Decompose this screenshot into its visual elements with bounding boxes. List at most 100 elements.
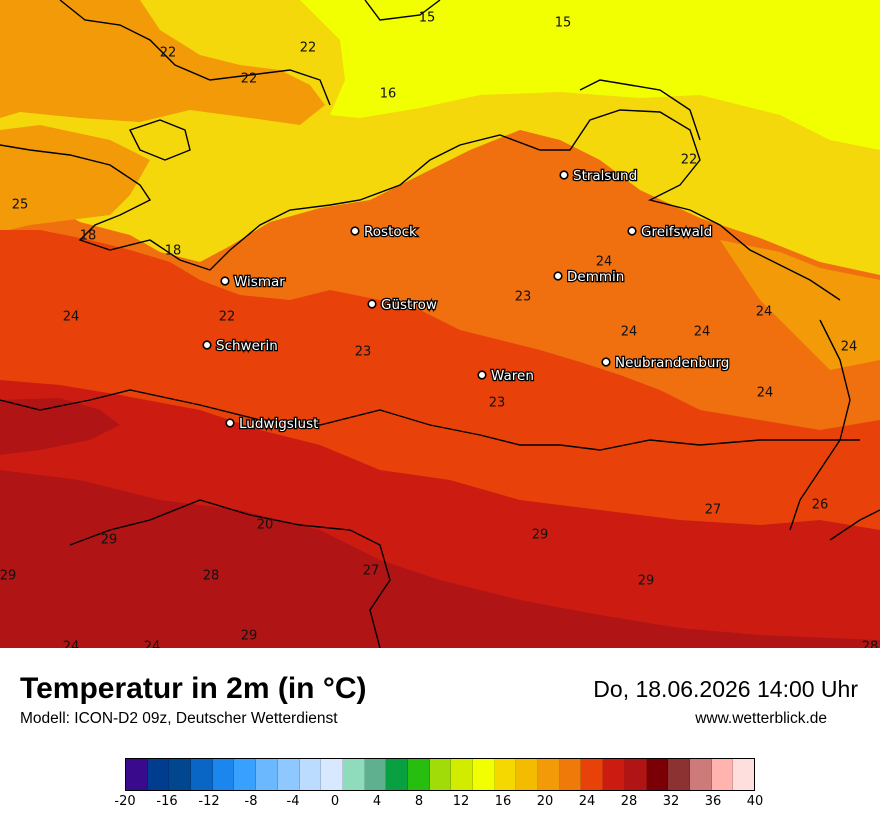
footer-panel: Temperatur in 2m (in °C) Modell: ICON-D2… [0, 648, 880, 830]
color-scale-tick-label: -12 [198, 794, 220, 809]
color-scale-cell [668, 759, 690, 790]
color-scale-tick-label: -4 [286, 794, 300, 809]
temperature-value-label: 24 [757, 386, 774, 401]
color-scale-cell [212, 759, 235, 790]
temperature-value-label: 27 [705, 503, 722, 518]
color-scale-cell [386, 759, 408, 790]
color-scale-cell [321, 759, 343, 790]
temperature-value-label: 22 [681, 153, 698, 168]
color-scale-tick-label: 20 [536, 794, 554, 809]
city-label: Greifswald [641, 224, 712, 240]
city-label: Stralsund [573, 168, 637, 184]
temperature-value-label: 24 [621, 325, 638, 340]
color-scale-cell [473, 759, 495, 790]
temperature-value-label: 24 [144, 640, 161, 649]
model-info: Modell: ICON-D2 09z, Deutscher Wetterdie… [20, 710, 338, 727]
color-scale-tick-label: 16 [494, 794, 512, 809]
color-scale-tick-label: 8 [414, 794, 424, 809]
color-scale-cell [689, 759, 712, 790]
temperature-value-label: 26 [812, 498, 829, 513]
temperature-value-label: 24 [694, 325, 711, 340]
city-dot-icon [627, 226, 637, 236]
temperature-value-label: 24 [63, 310, 80, 325]
city-label: Neubrandenburg [615, 355, 729, 371]
temperature-value-label: 27 [363, 564, 380, 579]
city-dot-icon [553, 271, 563, 281]
color-scale-cell [407, 759, 430, 790]
color-scale-tick-label: 36 [704, 794, 722, 809]
color-scale-tick-label: 32 [662, 794, 680, 809]
city-marker-waren: Waren [477, 367, 535, 385]
city-marker-schwerin: Schwerin [202, 337, 279, 355]
temperature-value-label: 29 [638, 574, 655, 589]
temperature-value-label: 29 [101, 533, 118, 548]
color-scale-tick-label: 0 [330, 794, 340, 809]
color-scale-tick-label: -8 [244, 794, 258, 809]
city-marker-wismar: Wismar [220, 273, 287, 291]
color-scale [125, 758, 755, 791]
temperature-value-label: 24 [756, 305, 773, 320]
temperature-value-label: 22 [300, 41, 317, 56]
color-scale-cell [277, 759, 300, 790]
city-dot-icon [601, 357, 611, 367]
color-scale-tick-label: 12 [452, 794, 470, 809]
color-scale-tick-label: 24 [578, 794, 596, 809]
temperature-value-label: 29 [0, 569, 16, 584]
color-scale-cell [364, 759, 387, 790]
color-scale-cell [191, 759, 213, 790]
city-dot-icon [477, 370, 487, 380]
temperature-value-label: 22 [241, 72, 258, 87]
temperature-value-label: 22 [160, 46, 177, 61]
city-label: Wismar [234, 274, 285, 290]
city-marker-rostock: Rostock [350, 223, 418, 241]
city-marker-güstrow: Güstrow [367, 296, 438, 314]
website-link[interactable]: www.wetterblick.de [695, 710, 827, 727]
city-dot-icon [220, 276, 230, 286]
color-scale-tick-label: 28 [620, 794, 638, 809]
city-marker-ludwigslust: Ludwigslust [225, 415, 320, 433]
map-title: Temperatur in 2m (in °C) [20, 672, 367, 705]
temperature-value-label: 23 [515, 290, 532, 305]
city-label: Waren [491, 368, 534, 384]
color-scale-tick-label: -20 [114, 794, 136, 809]
city-marker-demmin: Demmin [553, 268, 626, 286]
temperature-value-label: 22 [219, 310, 236, 325]
temperature-value-label: 28 [203, 569, 220, 584]
city-dot-icon [559, 170, 569, 180]
color-scale-cell [581, 759, 604, 790]
color-scale-cell [538, 759, 560, 790]
color-scale-cell [733, 759, 754, 790]
temperature-value-label: 29 [532, 528, 549, 543]
city-dot-icon [367, 299, 377, 309]
city-marker-neubrandenburg: Neubrandenburg [601, 354, 731, 372]
temperature-value-label: 18 [165, 244, 182, 259]
color-scale-cell [299, 759, 322, 790]
temperature-value-label: 25 [12, 198, 29, 213]
city-label: Ludwigslust [239, 416, 318, 432]
city-marker-greifswald: Greifswald [627, 223, 714, 241]
temperature-value-label: 28 [862, 640, 879, 649]
city-dot-icon [350, 226, 360, 236]
color-scale-cell [516, 759, 539, 790]
temperature-value-label: 15 [555, 16, 572, 31]
forecast-datetime: Do, 18.06.2026 14:00 Uhr [593, 676, 858, 702]
temperature-value-label: 23 [355, 345, 372, 360]
color-scale-cell [147, 759, 170, 790]
color-scale-cell [494, 759, 517, 790]
temperature-value-label: 24 [63, 640, 80, 649]
color-scale-cell [429, 759, 452, 790]
temperature-value-label: 16 [380, 87, 397, 102]
color-scale-cell [603, 759, 625, 790]
city-label: Güstrow [381, 297, 437, 313]
temperature-value-label: 29 [241, 629, 258, 644]
temperature-value-label: 24 [841, 340, 858, 355]
color-scale-cell [169, 759, 192, 790]
city-label: Schwerin [216, 338, 278, 354]
color-scale-tick-label: 4 [372, 794, 382, 809]
color-scale-tick-label: -16 [156, 794, 178, 809]
color-scale-ticks: -20 -16 -12 -8 -4 0 4 8 12 16 20 24 28 32 36 40 [114, 794, 763, 814]
color-scale-cell [711, 759, 734, 790]
city-label: Demmin [567, 269, 624, 285]
temperature-map: 15 15 16 22 22 22 22 25 18 18 24 22 23 24 23 24 24 24 24 24… [0, 0, 880, 648]
color-scale-cell [624, 759, 647, 790]
